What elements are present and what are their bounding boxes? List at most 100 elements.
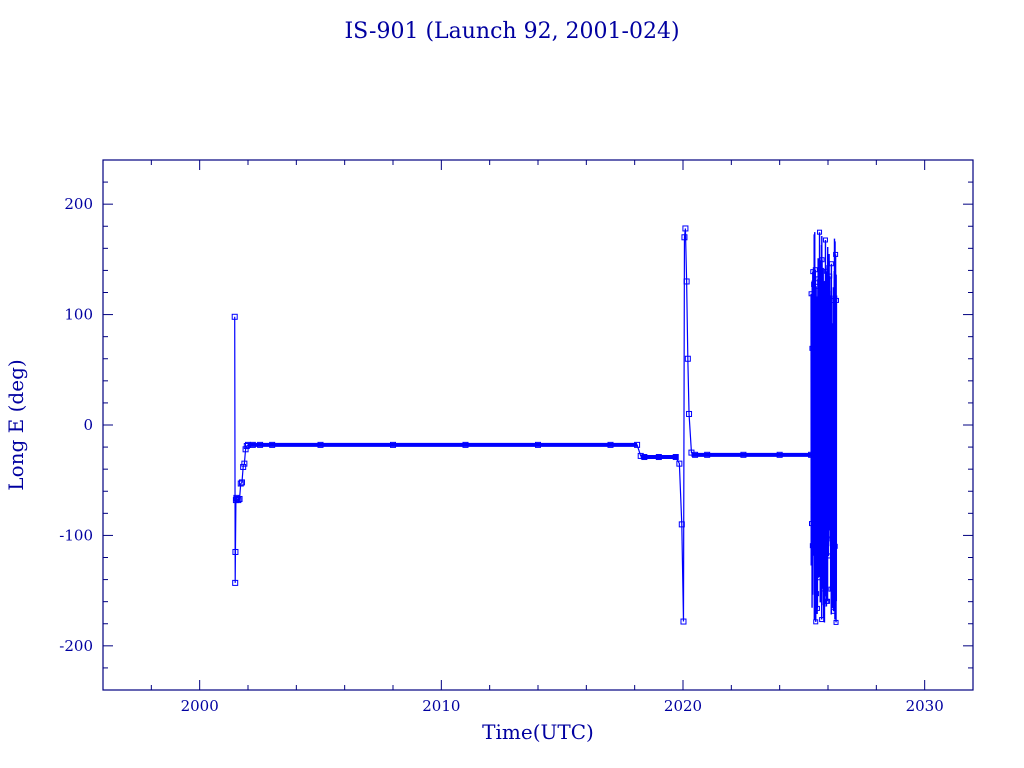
oscillation-point (822, 550, 828, 556)
series-line (234, 228, 812, 622)
oscillation-point (831, 340, 837, 346)
data-point (232, 548, 239, 555)
oscillation-point (812, 267, 818, 273)
data-point (269, 441, 276, 448)
oscillation-point (833, 619, 839, 625)
oscillation-point (821, 355, 827, 361)
oscillation-point (820, 327, 826, 333)
data-point (241, 460, 248, 467)
oscillation-band (808, 229, 839, 625)
oscillation-point (828, 261, 834, 267)
oscillation-point (812, 513, 818, 519)
data-point (236, 495, 243, 502)
oscillation-point (833, 297, 839, 303)
oscillation-point (815, 276, 821, 282)
chart-title: IS-901 (Launch 92, 2001-024) (344, 19, 679, 44)
oscillation-point (814, 345, 820, 351)
data-point (776, 451, 783, 458)
x-tick-label: 2000 (181, 697, 219, 715)
data-point (681, 234, 688, 241)
oscillation-point (817, 554, 823, 560)
y-tick-label: 100 (64, 306, 93, 324)
data-point (235, 497, 242, 504)
x-tick-label: 2020 (664, 697, 702, 715)
x-tick-label: 2030 (906, 697, 944, 715)
oscillation-point (813, 619, 819, 625)
data-point (243, 442, 250, 449)
data-point (704, 451, 711, 458)
plot-frame (102, 159, 974, 691)
y-tick-label: 200 (64, 195, 93, 213)
y-tick-label: -200 (59, 637, 93, 655)
y-axis-title: Long E (deg) (4, 359, 28, 490)
oscillation-point (823, 268, 829, 274)
data-point (238, 479, 245, 486)
oscillation-point (828, 586, 834, 592)
data-point (655, 454, 662, 461)
oscillation-point (809, 345, 815, 351)
oscillation-point (810, 519, 816, 525)
y-tick-label: -100 (59, 526, 93, 544)
oscillation-point (819, 617, 825, 623)
x-tick-label: 2010 (422, 697, 460, 715)
oscillation-line (810, 232, 838, 623)
oscillation-point (825, 553, 831, 559)
oscillation-point (820, 586, 826, 592)
data-point (676, 460, 683, 467)
data-point (237, 480, 244, 487)
oscillation-point (829, 345, 835, 351)
oscillation-point (817, 229, 823, 235)
oscillation-point (827, 503, 833, 509)
data-point (232, 579, 239, 586)
oscillation-point (811, 340, 817, 346)
data-point (686, 410, 693, 417)
oscillation-point (833, 251, 839, 257)
oscillation-point (811, 495, 817, 501)
oscillation-point (814, 605, 820, 611)
data-point (637, 452, 644, 459)
data-point (692, 451, 699, 458)
oscillation-point (830, 529, 836, 535)
data-point (672, 454, 679, 461)
oscillation-point (819, 257, 825, 263)
oscillation-point (816, 543, 822, 549)
oscillation-point (826, 325, 832, 331)
data-point (641, 454, 648, 461)
oscillation-point (825, 598, 831, 604)
oscillation-point (818, 520, 824, 526)
oscillation-point (813, 283, 819, 289)
oscillation-point (822, 237, 828, 243)
data-point (249, 441, 256, 448)
data-point (535, 441, 541, 448)
data-point (683, 278, 690, 285)
data-point (231, 313, 238, 320)
data-point (390, 441, 396, 448)
oscillation-point (827, 273, 833, 279)
x-axis-title: Time(UTC) (482, 720, 594, 744)
oscillation-point (808, 291, 814, 297)
oscillation-point (824, 345, 830, 351)
data-point (740, 451, 747, 458)
oscillation-point (814, 591, 820, 597)
data-point (462, 441, 469, 448)
oscillation-point (815, 575, 821, 581)
oscillation-point (832, 543, 838, 549)
oscillation-point (831, 554, 837, 560)
data-point (240, 463, 247, 470)
oscillation-point (809, 543, 815, 549)
y-tick-label: 0 (83, 416, 93, 434)
oscillation-point (820, 491, 826, 497)
data-point (607, 441, 614, 448)
oscillation-point (830, 608, 836, 614)
data-point (682, 225, 689, 232)
oscillation-point (829, 536, 835, 542)
data-point (634, 441, 641, 448)
data-point (684, 355, 691, 362)
oscillation-point (825, 290, 831, 296)
x-axis: 2000 2010 2020 2030 (150, 160, 944, 715)
oscillation-point (828, 355, 834, 361)
data-point (257, 441, 264, 448)
y-axis: -200 -100 0 100 200 (59, 181, 973, 669)
data-point (317, 441, 324, 448)
